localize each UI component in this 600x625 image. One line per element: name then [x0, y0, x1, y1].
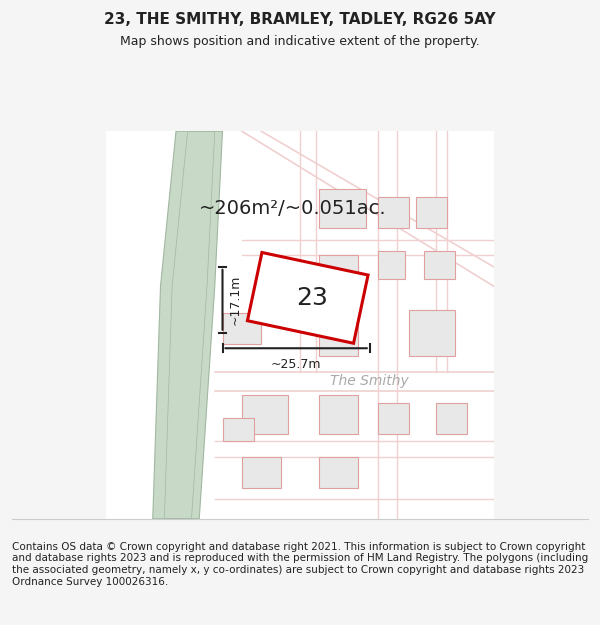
Bar: [319, 255, 358, 286]
Bar: [319, 395, 358, 434]
Text: Contains OS data © Crown copyright and database right 2021. This information is : Contains OS data © Crown copyright and d…: [12, 542, 588, 587]
Bar: [223, 418, 254, 441]
Bar: [223, 313, 261, 344]
Polygon shape: [153, 131, 223, 519]
Text: ~25.7m: ~25.7m: [271, 358, 322, 371]
Bar: [416, 197, 447, 228]
Bar: [242, 395, 289, 434]
Text: Map shows position and indicative extent of the property.: Map shows position and indicative extent…: [120, 35, 480, 48]
Text: 23, THE SMITHY, BRAMLEY, TADLEY, RG26 5AY: 23, THE SMITHY, BRAMLEY, TADLEY, RG26 5A…: [104, 12, 496, 28]
Bar: [319, 457, 358, 488]
Bar: [319, 325, 358, 356]
Text: ~17.1m: ~17.1m: [229, 274, 241, 325]
Bar: [377, 197, 409, 228]
Polygon shape: [247, 253, 368, 343]
Bar: [377, 402, 409, 434]
Text: The Smithy: The Smithy: [331, 374, 409, 388]
Bar: [242, 457, 281, 488]
Bar: [377, 251, 404, 279]
Text: ~206m²/~0.051ac.: ~206m²/~0.051ac.: [199, 199, 386, 218]
Bar: [424, 251, 455, 279]
Bar: [436, 402, 467, 434]
Bar: [409, 309, 455, 356]
Text: 23: 23: [296, 286, 328, 310]
Bar: [319, 189, 366, 228]
